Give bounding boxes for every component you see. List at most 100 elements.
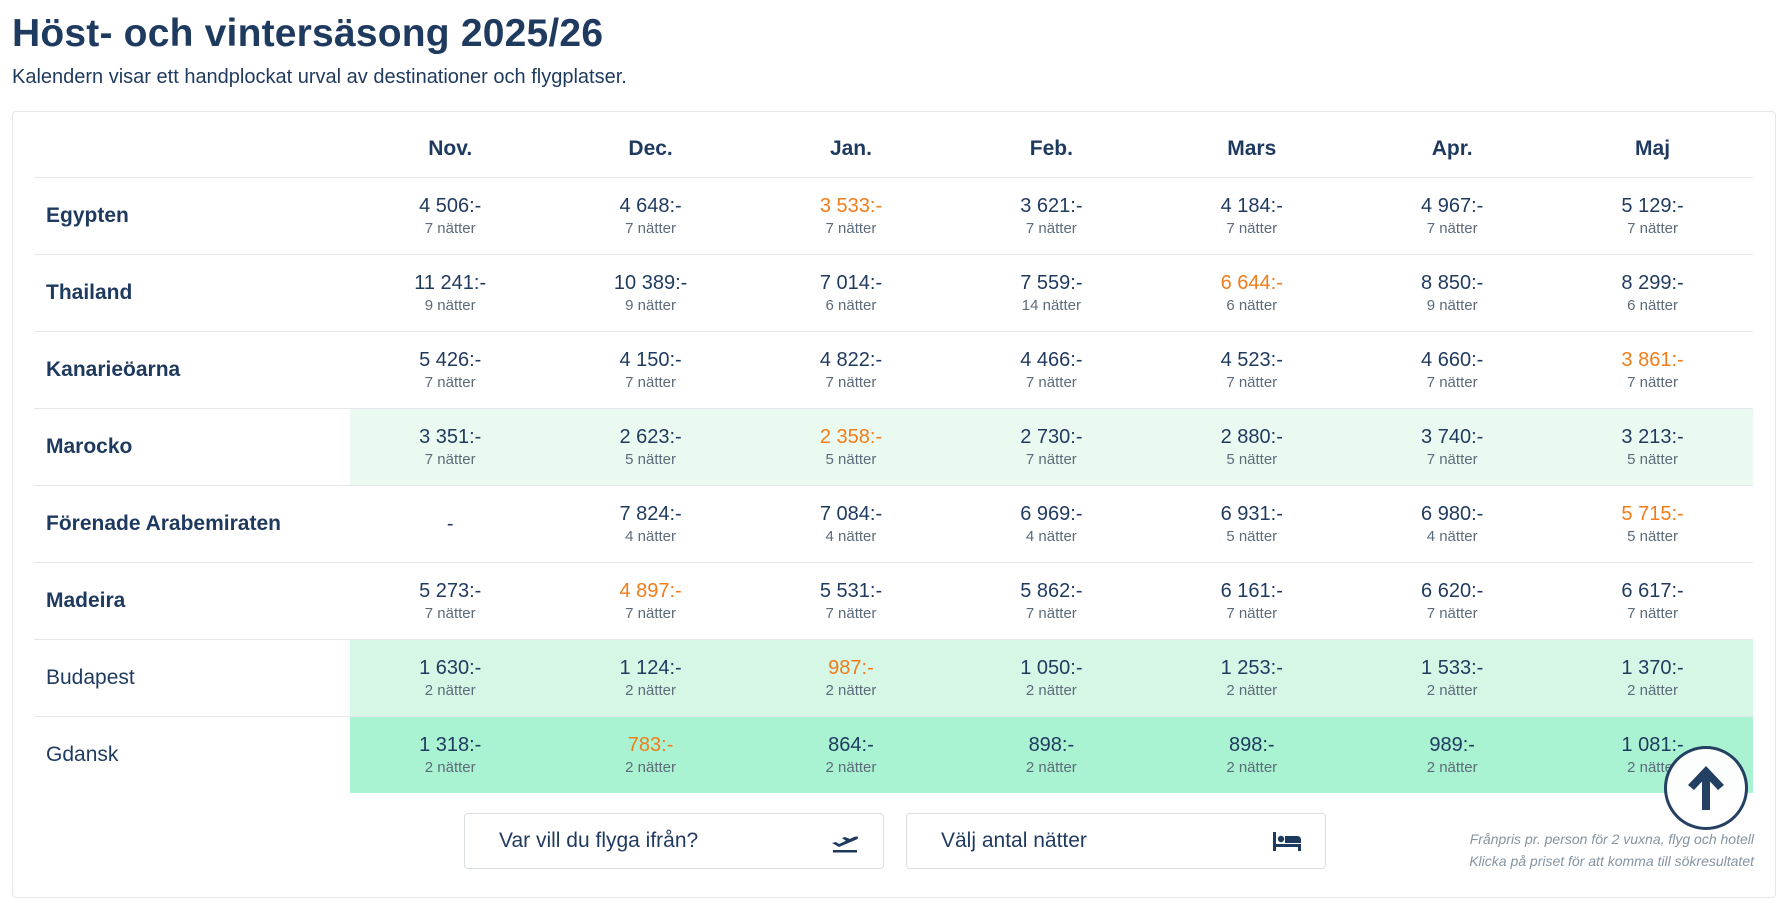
price-cell[interactable]: 6 617:- 7 nätter [1552,563,1752,639]
price-cell[interactable]: 7 559:- 14 nätter [951,255,1151,331]
nights-count: 7 nätter [424,451,476,468]
nights-select[interactable]: Välj antal nätter [906,813,1326,869]
nights-count: 5 nätter [1226,528,1278,545]
price: 6 931:- [1220,503,1283,525]
departure-airport-select[interactable]: Var vill du flyga ifrån? [464,813,884,869]
price-cells: 5 273:- 7 nätter 4 897:- 7 nätter 5 531:- 7 n… [350,563,1753,639]
footnote-line: Klicka på priset för att komma till sökr… [1469,853,1754,869]
nights-count: 7 nätter [424,220,476,237]
price-cell[interactable]: 987:- 2 nätter [751,640,951,716]
price-cell[interactable]: 4 523:- 7 nätter [1152,332,1352,408]
price-cell[interactable]: 5 129:- 7 nätter [1552,178,1752,254]
price-cell[interactable]: 6 931:- 5 nätter [1152,486,1352,562]
price: 1 050:- [1020,657,1083,679]
price: 1 124:- [619,657,682,679]
price-cell[interactable]: 4 184:- 7 nätter [1152,178,1352,254]
price-cell[interactable]: 989:- 2 nätter [1352,717,1552,793]
price-cell[interactable]: 4 466:- 7 nätter [951,332,1151,408]
nights-count: 2 nätter [424,682,476,699]
price: 6 617:- [1621,580,1684,602]
price-cell[interactable]: 1 533:- 2 nätter [1352,640,1552,716]
nights-count: 7 nätter [1627,605,1678,622]
price-cell[interactable]: 6 620:- 7 nätter [1352,563,1552,639]
month-header: Nov. [428,136,473,160]
price-cell[interactable]: 3 533:- 7 nätter [751,178,951,254]
price-cell[interactable]: 2 623:- 5 nätter [550,409,750,485]
nights-label: Välj antal nätter [941,829,1087,852]
price-cell[interactable]: 1 370:- 2 nätter [1552,640,1752,716]
price: 6 969:- [1020,503,1083,525]
price-cell[interactable]: 6 980:- 4 nätter [1352,486,1552,562]
price-cell[interactable]: 7 824:- 4 nätter [550,486,750,562]
price-cell[interactable]: 4 660:- 7 nätter [1352,332,1552,408]
price-cell[interactable]: 4 822:- 7 nätter [751,332,951,408]
price-cell[interactable]: 2 880:- 5 nätter [1152,409,1352,485]
price-cell[interactable]: 864:- 2 nätter [751,717,951,793]
price-cell[interactable]: 1 318:- 2 nätter [350,717,550,793]
price-cell[interactable]: 6 161:- 7 nätter [1152,563,1352,639]
nights-count: 2 nätter [1627,759,1678,776]
price-cell[interactable]: 3 213:- 5 nätter [1552,409,1752,485]
destination-name: Thailand [46,281,133,304]
price-cell[interactable]: 4 897:- 7 nätter [550,563,750,639]
nights-count: 5 nätter [1226,451,1278,468]
price-cell[interactable]: 3 740:- 7 nätter [1352,409,1552,485]
price-cell[interactable]: 1 081:- 2 nätter [1552,717,1752,793]
nights-count: 7 nätter [625,605,677,622]
price: 1 081:- [1621,734,1684,756]
price-cell[interactable]: 4 648:- 7 nätter [550,178,750,254]
month-header: Feb. [1029,136,1073,160]
price-cell[interactable]: 6 644:- 6 nätter [1152,255,1352,331]
destination-name: Förenade Arabemiraten [46,512,281,535]
price-cell[interactable]: 5 273:- 7 nätter [350,563,550,639]
price-cell[interactable]: 11 241:- 9 nätter [350,255,550,331]
price: 4 967:- [1421,195,1484,217]
price: 11 241:- [414,272,487,294]
price-cell[interactable]: 8 850:- 9 nätter [1352,255,1552,331]
price-cell[interactable]: 5 426:- 7 nätter [350,332,550,408]
price-cell[interactable]: 1 630:- 2 nätter [350,640,550,716]
price-cell[interactable]: 8 299:- 6 nätter [1552,255,1752,331]
nights-count: 4 nätter [825,528,877,545]
table-row: Gdansk 1 318:- 2 nätter 783:- 2 nätter 864:- 2… [34,717,1753,793]
price-cell[interactable]: 2 730:- 7 nätter [951,409,1151,485]
price-cell[interactable]: 1 050:- 2 nätter [951,640,1151,716]
price-cell[interactable]: 1 124:- 2 nätter [550,640,750,716]
price: 5 862:- [1020,580,1083,602]
price: 864:- [828,734,874,756]
price-cell[interactable]: 1 253:- 2 nätter [1152,640,1352,716]
price-cell[interactable]: 10 389:- 9 nätter [550,255,750,331]
price-cell[interactable]: 4 967:- 7 nätter [1352,178,1552,254]
nights-count: 7 nätter [1426,374,1478,391]
table-row: Förenade Arabemiraten - 7 824:- 4 nätter 7 0… [34,486,1753,563]
price: 898:- [1228,734,1275,756]
price-cell[interactable]: 2 358:- 5 nätter [751,409,951,485]
destination-name: Egypten [46,204,129,227]
price: 5 531:- [819,580,883,602]
price: 1 630:- [419,657,482,679]
price-cell[interactable]: 3 351:- 7 nätter [350,409,550,485]
price-cell[interactable]: 7 084:- 4 nätter [751,486,951,562]
nights-count: 7 nätter [1426,220,1478,237]
price-cell[interactable]: 898:- 2 nätter [951,717,1151,793]
price: - [446,513,454,535]
price-cells: 1 630:- 2 nätter 1 124:- 2 nätter 987:- 2 nät… [350,640,1753,716]
price-cell[interactable]: 4 150:- 7 nätter [550,332,750,408]
price-cell[interactable]: 5 862:- 7 nätter [951,563,1151,639]
price-cell[interactable]: 3 621:- 7 nätter [951,178,1151,254]
price-cell[interactable]: 898:- 2 nätter [1152,717,1352,793]
price-cell[interactable]: 5 531:- 7 nätter [751,563,951,639]
price-cell[interactable]: 3 861:- 7 nätter [1552,332,1752,408]
price: 4 822:- [819,349,883,371]
price-cell[interactable]: 7 014:- 6 nätter [751,255,951,331]
price: 5 426:- [419,349,482,371]
price: 3 351:- [419,426,482,448]
table-row: Madeira 5 273:- 7 nätter 4 897:- 7 nätter 5 5… [34,563,1753,640]
scroll-to-top-button[interactable] [1664,746,1748,830]
price-cell[interactable]: 5 715:- 5 nätter [1552,486,1752,562]
price-cell[interactable]: 6 969:- 4 nätter [951,486,1151,562]
nights-count: 7 nätter [424,605,476,622]
price: 7 014:- [819,272,883,294]
price-cell[interactable]: 783:- 2 nätter [550,717,750,793]
price-cell[interactable]: 4 506:- 7 nätter [350,178,550,254]
